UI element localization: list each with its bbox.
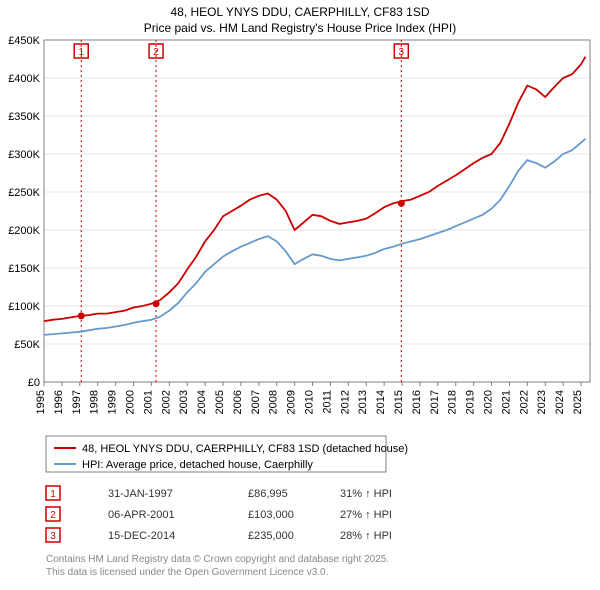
- x-tick-label: 2023: [536, 390, 548, 414]
- table-marker-number: 1: [50, 489, 56, 500]
- footer-line1: Contains HM Land Registry data © Crown c…: [46, 554, 389, 565]
- table-price: £103,000: [248, 509, 294, 521]
- x-tick-label: 2007: [250, 390, 262, 414]
- x-tick-label: 2012: [339, 390, 351, 414]
- x-tick-label: 1997: [71, 390, 83, 414]
- x-tick-label: 2001: [142, 390, 154, 414]
- table-price: £86,995: [248, 488, 288, 500]
- x-tick-label: 2019: [465, 390, 477, 414]
- x-tick-label: 2004: [196, 390, 208, 414]
- y-tick-label: £0: [28, 377, 40, 389]
- legend-label: 48, HEOL YNYS DDU, CAERPHILLY, CF83 1SD …: [82, 443, 408, 455]
- table-date: 06-APR-2001: [108, 509, 175, 521]
- x-tick-label: 2008: [268, 390, 280, 414]
- y-tick-label: £400K: [8, 73, 40, 85]
- x-tick-label: 2002: [160, 390, 172, 414]
- y-tick-label: £350K: [8, 111, 40, 123]
- x-tick-label: 2014: [375, 390, 387, 414]
- chart-title-line2: Price paid vs. HM Land Registry's House …: [144, 21, 456, 35]
- x-tick-label: 2022: [518, 390, 530, 414]
- y-tick-label: £200K: [8, 225, 40, 237]
- x-tick-label: 2020: [483, 390, 495, 414]
- sale-marker-number: 2: [153, 47, 159, 58]
- table-marker-number: 2: [50, 510, 56, 521]
- sale-marker-number: 3: [399, 47, 405, 58]
- x-tick-label: 2000: [125, 390, 137, 414]
- x-tick-label: 1995: [35, 390, 47, 414]
- x-tick-label: 2006: [232, 390, 244, 414]
- x-tick-label: 2010: [304, 390, 316, 414]
- table-marker-number: 3: [50, 531, 56, 542]
- y-tick-label: £450K: [8, 35, 40, 47]
- y-tick-label: £300K: [8, 149, 40, 161]
- price-chart: 48, HEOL YNYS DDU, CAERPHILLY, CF83 1SD P…: [0, 0, 600, 590]
- y-tick-label: £150K: [8, 263, 40, 275]
- legend-label: HPI: Average price, detached house, Caer…: [82, 459, 313, 471]
- x-tick-label: 2024: [554, 390, 566, 414]
- table-price: £235,000: [248, 530, 294, 542]
- chart-title-line1: 48, HEOL YNYS DDU, CAERPHILLY, CF83 1SD: [171, 5, 430, 19]
- table-date: 15-DEC-2014: [108, 530, 175, 542]
- table-date: 31-JAN-1997: [108, 488, 173, 500]
- x-tick-label: 2013: [357, 390, 369, 414]
- sale-marker-number: 1: [78, 47, 84, 58]
- y-tick-label: £50K: [14, 339, 40, 351]
- x-tick-label: 2015: [393, 390, 405, 414]
- x-tick-label: 2005: [214, 390, 226, 414]
- x-tick-label: 2021: [500, 390, 512, 414]
- x-tick-label: 1998: [89, 390, 101, 414]
- y-tick-label: £250K: [8, 187, 40, 199]
- table-pct: 27% ↑ HPI: [340, 509, 392, 521]
- footer-line2: This data is licensed under the Open Gov…: [46, 567, 328, 578]
- x-tick-label: 2025: [572, 390, 584, 414]
- x-tick-label: 2016: [411, 390, 423, 414]
- y-tick-label: £100K: [8, 301, 40, 313]
- x-tick-label: 1996: [53, 390, 65, 414]
- x-tick-label: 2018: [447, 390, 459, 414]
- x-tick-label: 2011: [321, 390, 333, 414]
- x-tick-label: 2009: [286, 390, 298, 414]
- table-pct: 31% ↑ HPI: [340, 488, 392, 500]
- x-tick-label: 2017: [429, 390, 441, 414]
- x-tick-label: 1999: [107, 390, 119, 414]
- x-tick-label: 2003: [178, 390, 190, 414]
- table-pct: 28% ↑ HPI: [340, 530, 392, 542]
